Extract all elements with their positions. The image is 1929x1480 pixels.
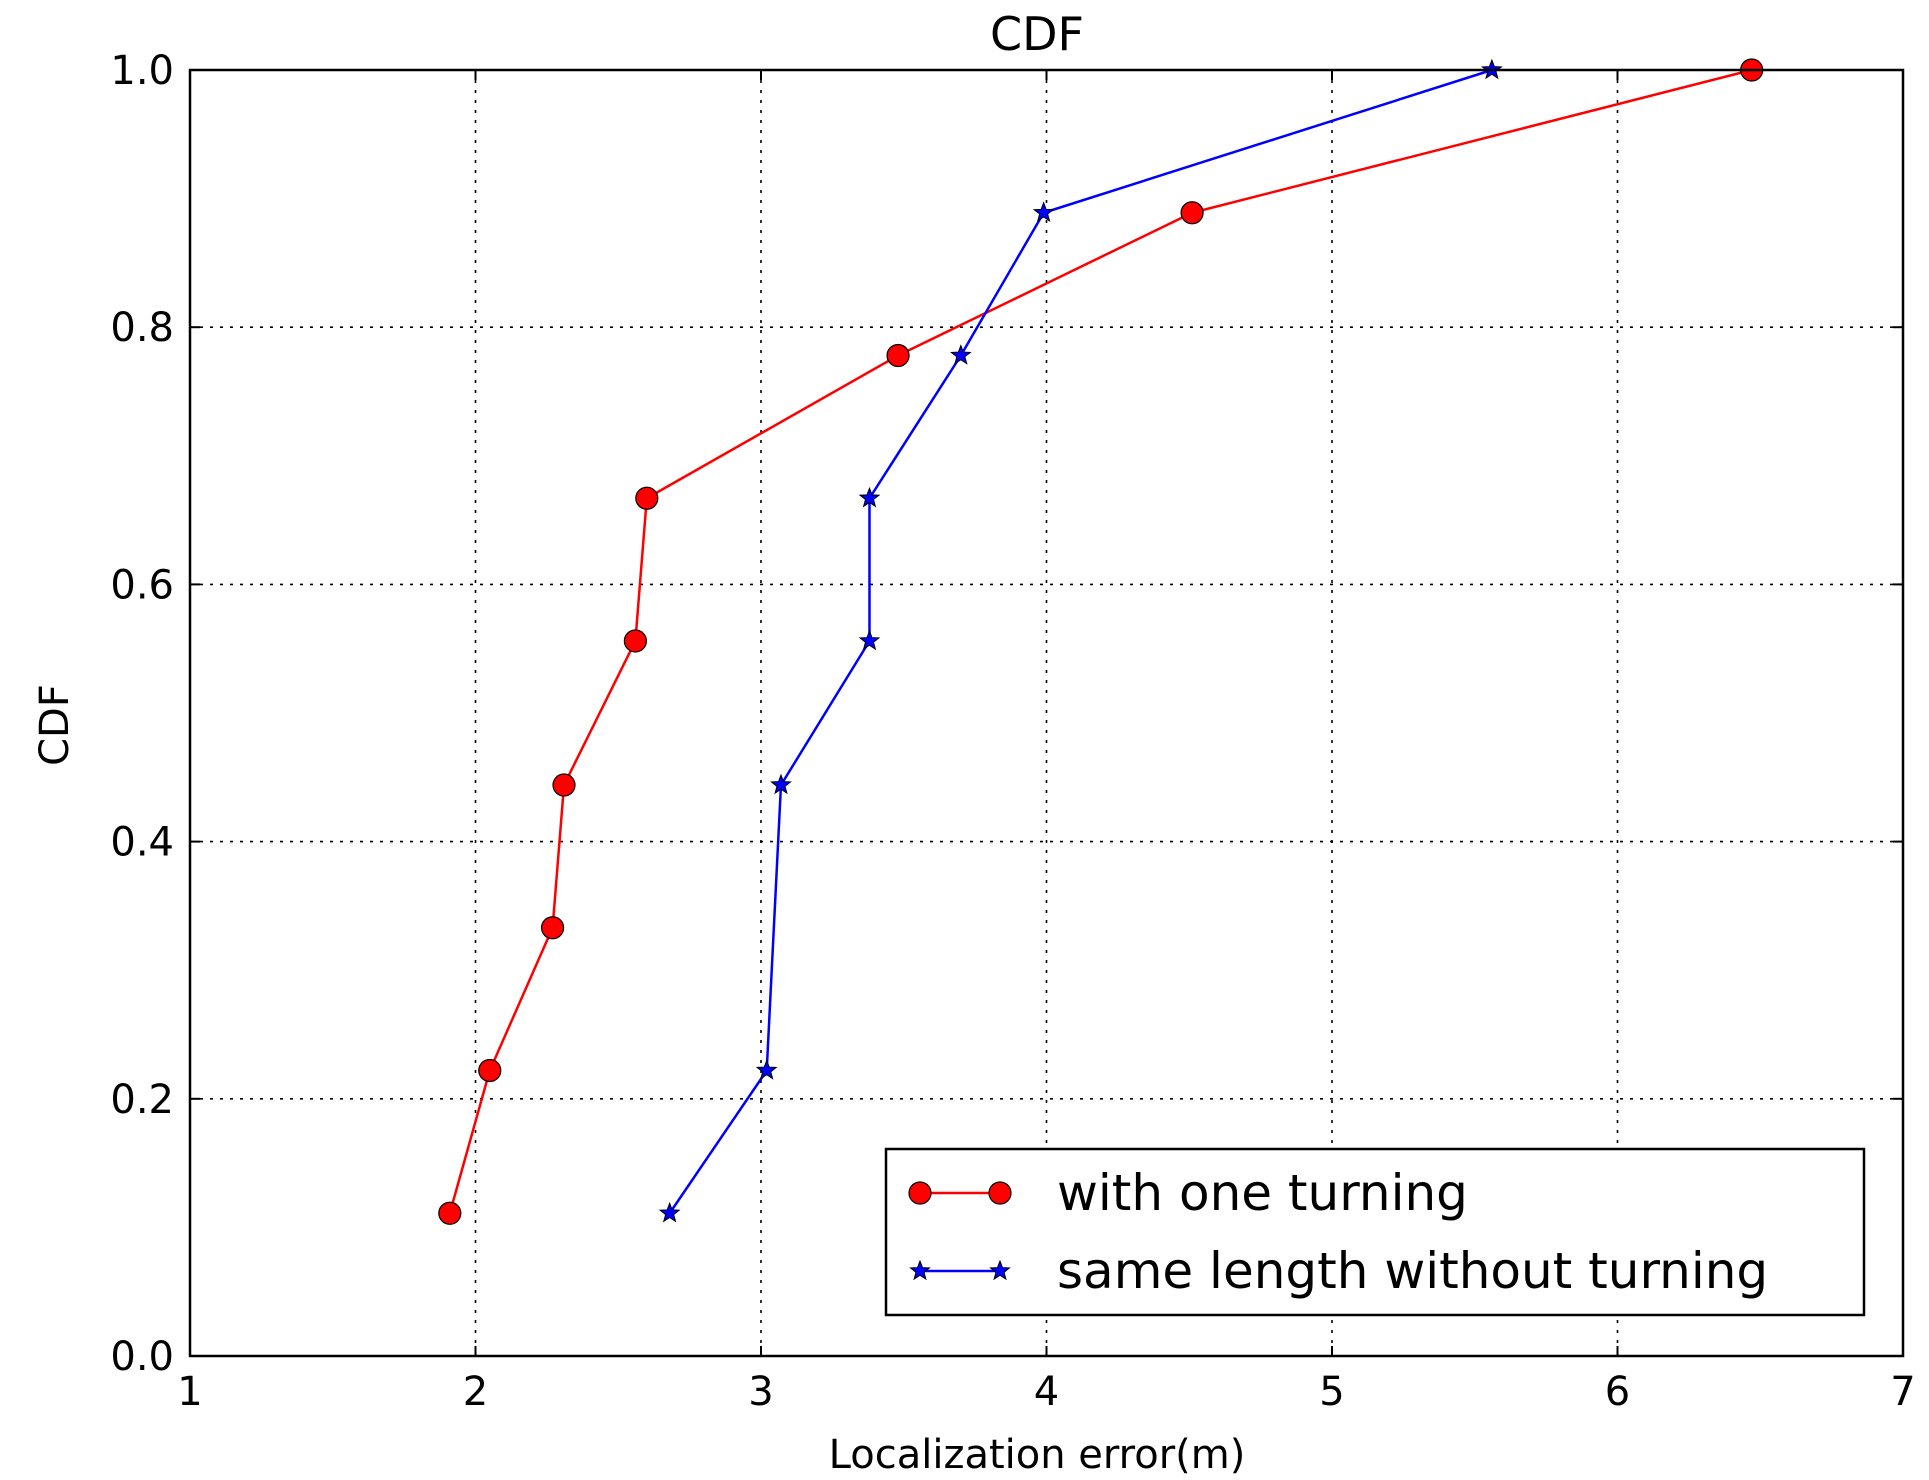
data-point-star — [658, 1201, 681, 1223]
data-point-circle — [1180, 201, 1204, 225]
legend-box — [884, 1147, 1866, 1317]
data-point-circle — [478, 1058, 502, 1083]
data-point-circle — [438, 1201, 462, 1225]
legend-star-icon — [909, 1259, 931, 1281]
legend-marker-red-circle — [988, 1181, 1012, 1205]
x-tick-label: 4 — [1034, 1369, 1059, 1415]
data-point-circle — [635, 486, 659, 510]
y-tick-label: 0.4 — [110, 820, 174, 866]
plot-series — [438, 58, 1764, 1225]
data-point-circle — [623, 629, 647, 653]
legend-marker-blue-star — [909, 1259, 1011, 1281]
data-point-star — [770, 773, 792, 795]
data-point-star — [755, 1059, 778, 1080]
x-tick-label: 3 — [748, 1369, 773, 1415]
legend: with one turning same length without tur… — [884, 1147, 1866, 1317]
legend-item-same-length-without-turning: same length without turning — [909, 1242, 1768, 1300]
y-axis-label: CDF — [32, 684, 78, 766]
legend-star-icon — [989, 1259, 1011, 1281]
data-point-circle — [552, 773, 576, 797]
legend-label: same length without turning — [1057, 1242, 1768, 1300]
data-point-star — [858, 629, 881, 651]
x-tick-label: 1 — [177, 1369, 202, 1415]
legend-marker-red-circle — [908, 1181, 932, 1205]
x-axis-label: Localization error(m) — [829, 1432, 1246, 1478]
legend-label: with one turning — [1057, 1164, 1468, 1222]
y-tick-label: 0.2 — [110, 1077, 174, 1123]
legend-item-with-one-turning: with one turning — [908, 1164, 1468, 1222]
grid-lines — [190, 70, 1903, 1356]
x-tick-label: 7 — [1890, 1369, 1915, 1415]
data-point-star — [949, 344, 972, 365]
series-line-1 — [668, 68, 1493, 1214]
y-tick-label: 1.0 — [110, 48, 174, 94]
x-tick-label: 6 — [1605, 1369, 1630, 1415]
x-tick-label: 5 — [1319, 1369, 1344, 1415]
x-tick-label: 2 — [463, 1369, 488, 1415]
data-point-circle — [540, 916, 565, 940]
y-tick-label: 0.6 — [110, 562, 174, 608]
data-point-circle — [886, 343, 910, 368]
chart-title: CDF — [990, 7, 1084, 61]
data-point-star — [1032, 201, 1055, 222]
data-point-star — [858, 486, 881, 508]
axis-ticks: 1 2 3 4 5 6 7 0.0 0.2 0.4 0.6 0.8 1.0 — [110, 48, 1915, 1415]
y-tick-label: 0.8 — [110, 305, 174, 351]
y-tick-label: 0.0 — [110, 1334, 174, 1380]
